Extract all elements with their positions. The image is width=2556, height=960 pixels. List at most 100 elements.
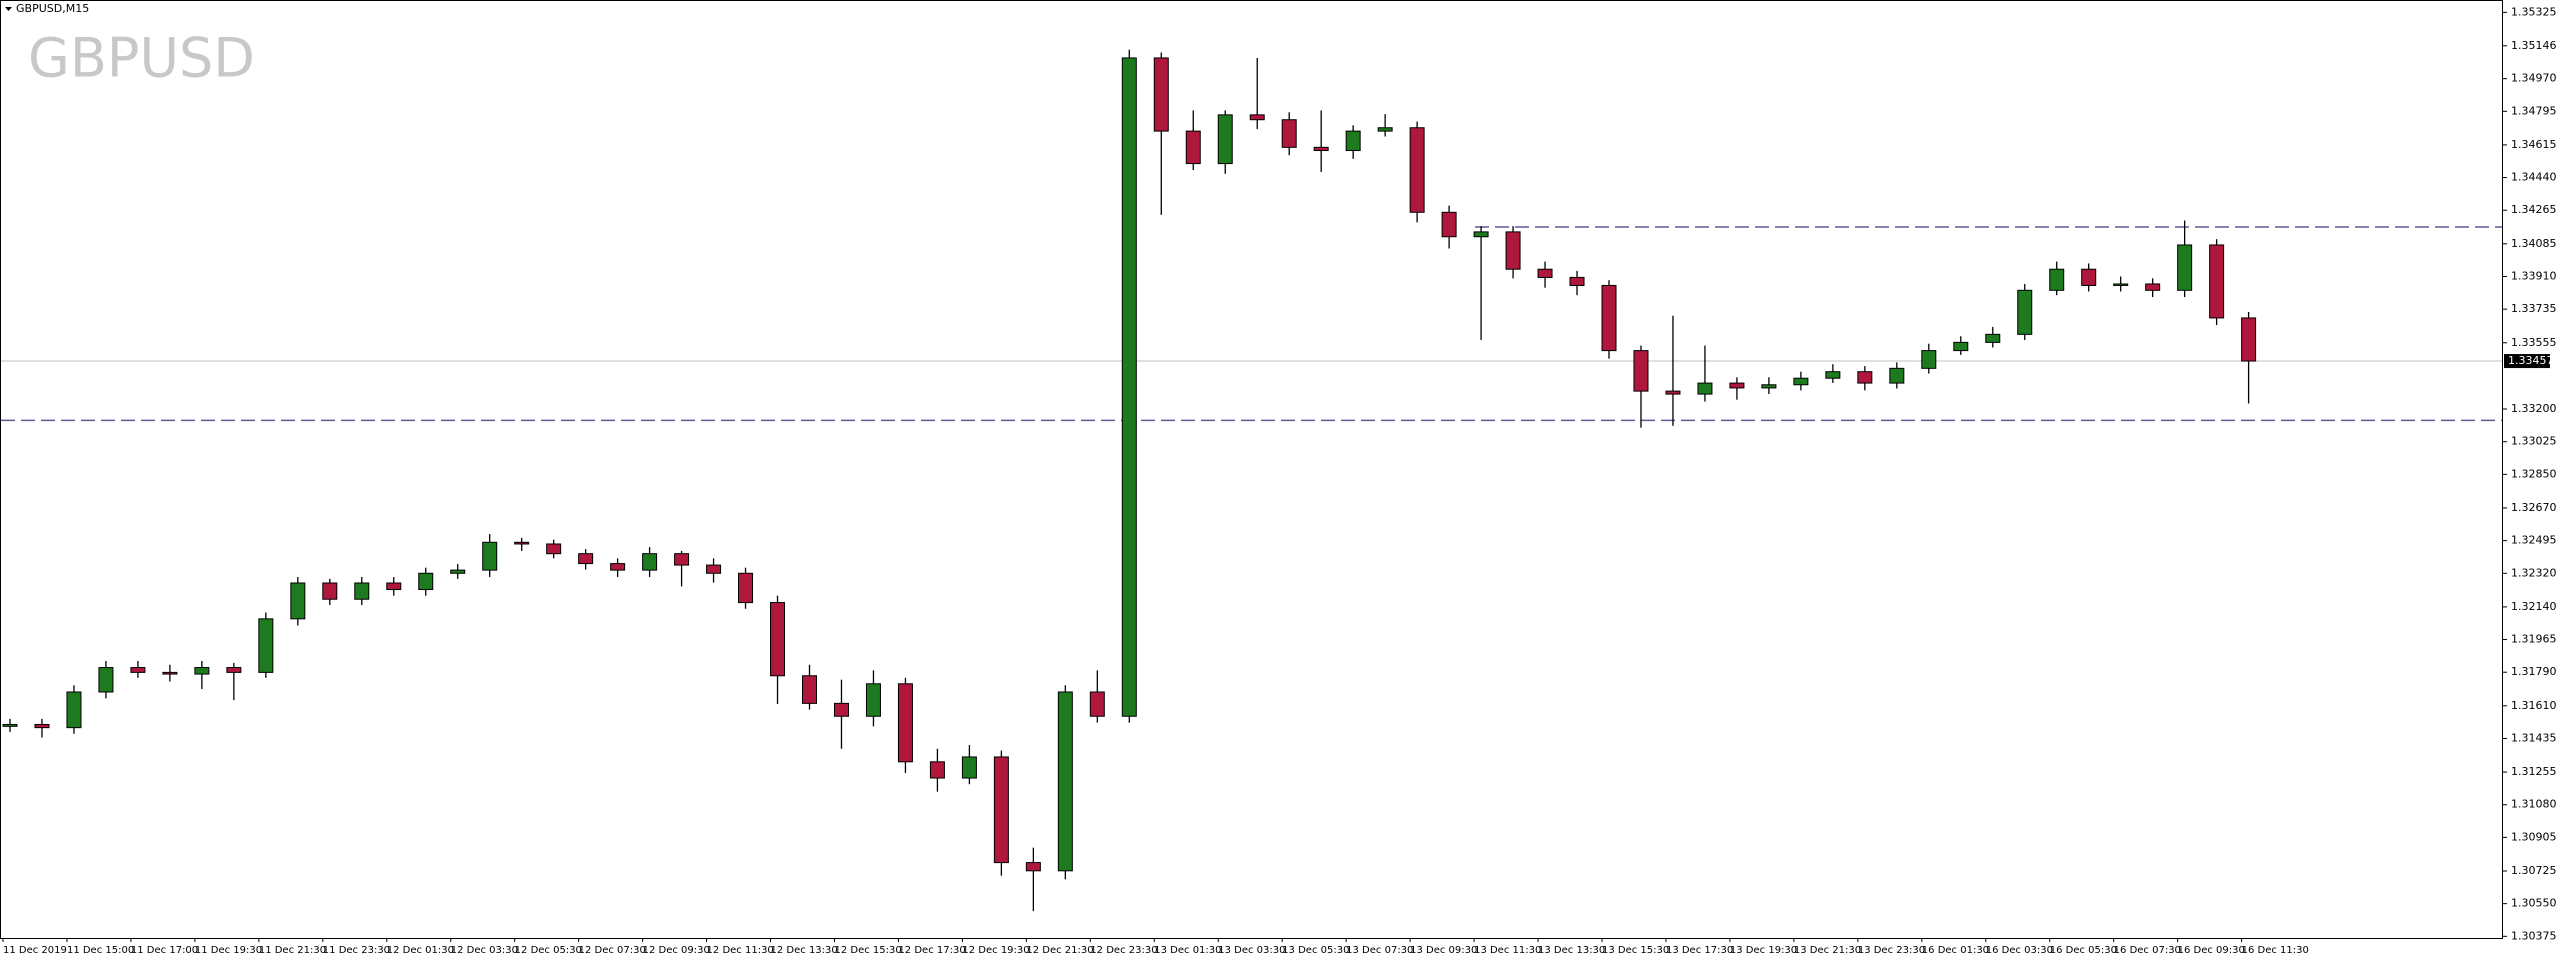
- y-tick-label: 1.30375: [2511, 929, 2556, 942]
- candle-body: [1569, 276, 1585, 286]
- y-tick-label: 1.33200: [2511, 402, 2556, 415]
- x-tick-label: 13 Dec 23:30: [1858, 945, 1925, 956]
- x-tick-label: 13 Dec 05:30: [1282, 945, 1349, 956]
- candle-body: [450, 569, 466, 574]
- x-tick-label: 12 Dec 09:30: [643, 945, 710, 956]
- x-tick-label: 11 Dec 21:30: [259, 945, 326, 956]
- x-tick-label: 11 Dec 23:30: [323, 945, 390, 956]
- y-tick-label: 1.34795: [2511, 104, 2556, 117]
- x-tick-label: 16 Dec 03:30: [1986, 945, 2053, 956]
- candle-body: [354, 582, 370, 600]
- candle-body: [194, 667, 210, 675]
- candle-body: [1505, 231, 1521, 270]
- candle-body: [1537, 268, 1553, 278]
- candle-body: [1025, 862, 1041, 872]
- candle-body: [34, 723, 50, 729]
- y-tick-label: 1.34440: [2511, 171, 2556, 184]
- x-tick-label: 16 Dec 09:30: [2178, 945, 2245, 956]
- candle-body: [1825, 371, 1841, 379]
- y-tick-label: 1.34615: [2511, 138, 2556, 151]
- candle-body: [290, 582, 306, 620]
- candle-body: [1921, 350, 1937, 369]
- y-tick-label: 1.34085: [2511, 237, 2556, 250]
- candle-body: [1217, 114, 1233, 165]
- candle-body: [2113, 283, 2129, 286]
- candle-body: [386, 582, 402, 591]
- candle-body: [162, 671, 178, 675]
- x-tick-label: 12 Dec 15:30: [834, 945, 901, 956]
- y-tick-label: 1.31255: [2511, 765, 2556, 778]
- x-tick-label: 13 Dec 01:30: [1154, 945, 1221, 956]
- candle-body: [130, 667, 146, 673]
- y-tick-label: 1.34265: [2511, 203, 2556, 216]
- candle-body: [738, 572, 754, 604]
- x-tick-label: 13 Dec 15:30: [1602, 945, 1669, 956]
- candle-body: [1281, 119, 1297, 148]
- x-tick-label: 12 Dec 13:30: [771, 945, 838, 956]
- candle-body: [2, 723, 18, 727]
- candle-body: [578, 553, 594, 565]
- candle-body: [897, 683, 913, 763]
- y-tick-label: 1.31435: [2511, 731, 2556, 744]
- y-tick-label: 1.33555: [2511, 336, 2556, 349]
- candle-body: [2049, 268, 2065, 291]
- menu-arrow[interactable]: [5, 7, 12, 11]
- x-tick-label: 16 Dec 05:30: [2050, 945, 2117, 956]
- y-tick-label: 1.31965: [2511, 633, 2556, 646]
- candle-body: [1089, 691, 1105, 717]
- candle-body: [258, 618, 274, 673]
- candle-body: [322, 582, 338, 600]
- price-label-box: [2504, 354, 2550, 369]
- candle-body: [1889, 367, 1905, 384]
- x-tick-label: 11 Dec 17:00: [131, 945, 198, 956]
- candle-body: [1953, 341, 1969, 352]
- y-tick-label: 1.31080: [2511, 798, 2556, 811]
- x-tick-label: 16 Dec 07:30: [2114, 945, 2181, 956]
- y-tick-label: 1.30905: [2511, 830, 2556, 843]
- chart-title: GBPUSD,M15: [16, 2, 89, 15]
- x-tick-label: 16 Dec 11:30: [2242, 945, 2309, 956]
- y-tick-label: 1.31790: [2511, 665, 2556, 678]
- y-tick-label: 1.32850: [2511, 467, 2556, 480]
- candle-body: [1345, 130, 1361, 152]
- candle-body: [482, 541, 498, 571]
- y-tick-label: 1.30550: [2511, 897, 2556, 910]
- y-tick-label: 1.30725: [2511, 864, 2556, 877]
- candle-body: [2241, 317, 2257, 362]
- x-tick-label: 12 Dec 01:30: [387, 945, 454, 956]
- x-tick-label: 13 Dec 13:30: [1538, 945, 1605, 956]
- x-tick-label: 12 Dec 03:30: [451, 945, 518, 956]
- candle-body: [2209, 244, 2225, 319]
- x-tick-label: 13 Dec 11:30: [1474, 945, 1541, 956]
- candle-body: [1985, 333, 2001, 343]
- x-tick-label: 12 Dec 05:30: [515, 945, 582, 956]
- x-tick-label: 11 Dec 19:30: [195, 945, 262, 956]
- candle-body: [418, 572, 434, 591]
- candle-body: [1377, 127, 1393, 132]
- y-tick-label: 1.32140: [2511, 600, 2556, 613]
- y-tick-label: 1.34970: [2511, 72, 2556, 85]
- candle-body: [770, 602, 786, 677]
- candle-body: [1665, 390, 1681, 395]
- candle-body: [1441, 211, 1457, 238]
- candle-body: [1761, 384, 1777, 389]
- candle-body: [1729, 382, 1745, 389]
- candle-body: [1697, 382, 1713, 395]
- x-tick-label: 12 Dec 11:30: [707, 945, 774, 956]
- x-tick-label: 13 Dec 09:30: [1410, 945, 1477, 956]
- candle-body: [514, 541, 530, 545]
- candle-body: [1057, 691, 1073, 872]
- candle-body: [1409, 127, 1425, 213]
- candle-body: [642, 553, 658, 571]
- candle-body: [833, 702, 849, 717]
- candle-body: [226, 667, 242, 673]
- candle-body: [2177, 244, 2193, 291]
- candle-body: [802, 675, 817, 704]
- x-tick-label: 13 Dec 21:30: [1794, 945, 1861, 956]
- current-price-label: 1.33457: [2508, 354, 2554, 367]
- candle-body: [1313, 146, 1329, 152]
- candle-body: [546, 543, 562, 555]
- x-tick-label: 12 Dec 07:30: [579, 945, 646, 956]
- candle-body: [674, 553, 690, 566]
